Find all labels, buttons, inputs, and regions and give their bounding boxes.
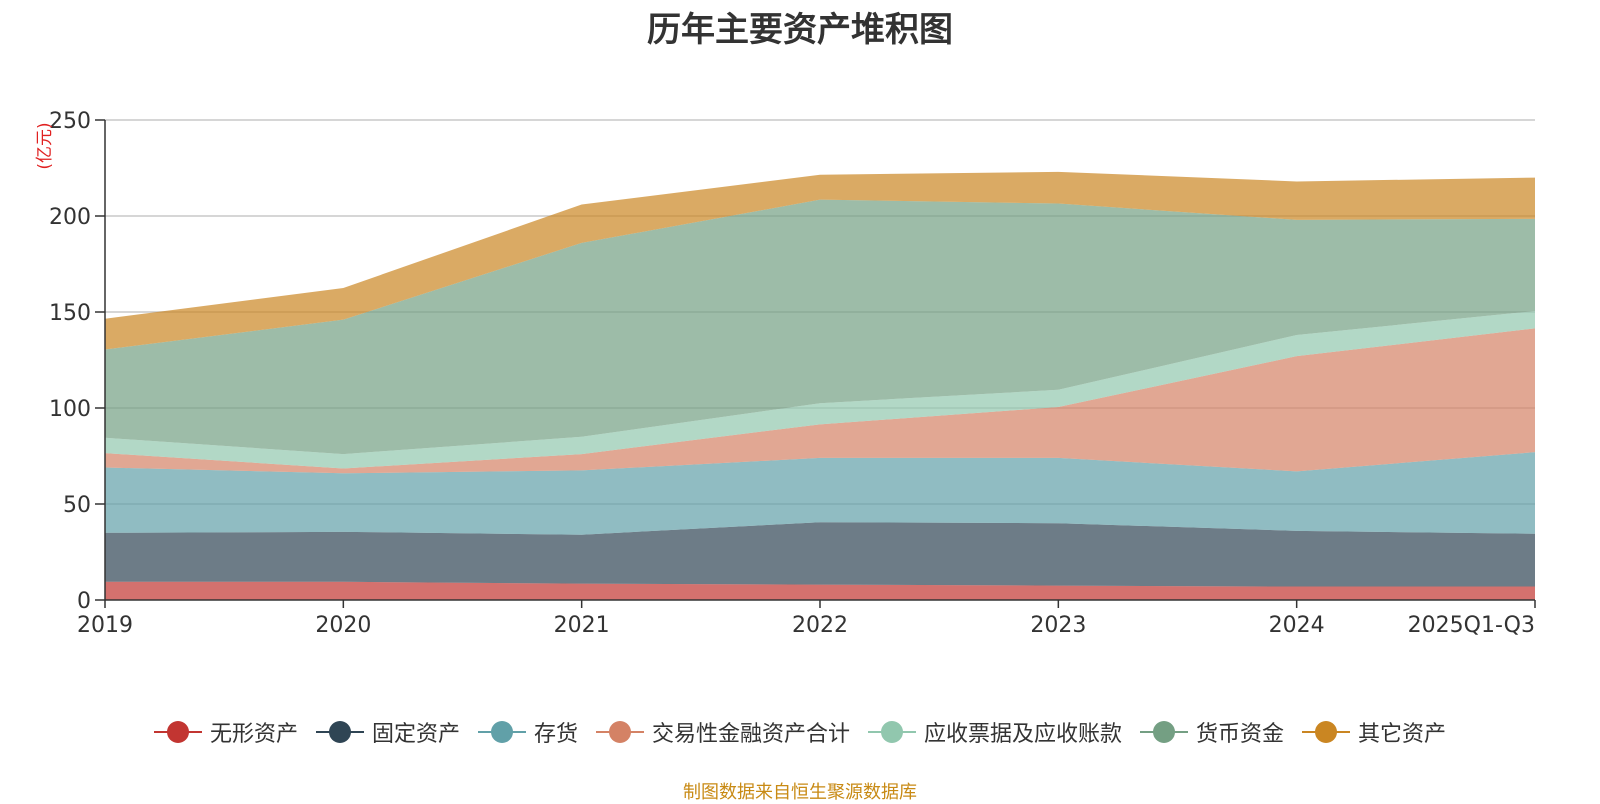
x-tick-label: 2019 <box>77 613 133 638</box>
x-tick-label: 2024 <box>1269 613 1325 638</box>
legend-label: 无形资产 <box>209 722 298 747</box>
legend-marker-icon <box>153 720 202 744</box>
legend-label: 交易性金融资产合计 <box>651 722 850 747</box>
x-tick-label: 2023 <box>1030 613 1086 638</box>
legend-item-3[interactable]: 交易性金融资产合计 <box>595 716 850 748</box>
x-tick-label: 2025Q1-Q3 <box>1408 613 1535 638</box>
legend-item-4[interactable]: 应收票据及应收账款 <box>868 716 1122 748</box>
legend-label: 其它资产 <box>1358 722 1447 747</box>
legend-label: 固定资产 <box>371 722 460 747</box>
legend-item-1[interactable]: 固定资产 <box>315 716 460 748</box>
legend-marker-icon <box>595 720 644 744</box>
y-tick-label: 150 <box>49 301 91 326</box>
legend-item-2[interactable]: 存货 <box>477 716 578 748</box>
legend-label: 货币资金 <box>1196 722 1285 747</box>
legend-marker-icon <box>1302 720 1351 744</box>
y-axis-unit-label: (亿元) <box>35 122 55 169</box>
source-note: 制图数据来自恒生聚源数据库 <box>683 782 917 803</box>
legend-item-5[interactable]: 货币资金 <box>1140 716 1284 748</box>
legend-marker-icon <box>868 720 916 744</box>
legend-marker-icon <box>477 720 526 744</box>
x-tick-label: 2020 <box>315 613 371 638</box>
y-tick-label: 100 <box>49 397 91 422</box>
area-series-5[interactable] <box>105 199 1535 455</box>
chart-title: 历年主要资产堆积图 <box>647 10 953 50</box>
legend-item-0[interactable]: 无形资产 <box>153 716 298 748</box>
area-series-3[interactable] <box>105 328 1535 474</box>
legend-label: 应收票据及应收账款 <box>924 722 1123 747</box>
area-series-1[interactable] <box>105 522 1535 587</box>
legend-marker-icon <box>315 720 364 744</box>
area-series-6[interactable] <box>105 171 1535 350</box>
area-series-4[interactable] <box>105 311 1535 469</box>
chart-legend: 无形资产 固定资产 存货 交易性金融资产合计 应收票据及应收账款 货币资金 其它资产 <box>0 716 1600 748</box>
x-tick-label: 2022 <box>792 613 848 638</box>
y-tick-label: 200 <box>49 205 91 230</box>
legend-label: 存货 <box>533 722 578 747</box>
area-series-0[interactable] <box>105 581 1535 600</box>
legend-marker-icon <box>1140 720 1189 744</box>
y-tick-label: 50 <box>63 493 91 518</box>
y-tick-label: 250 <box>49 109 91 134</box>
y-tick-label: 0 <box>77 589 91 614</box>
x-tick-label: 2021 <box>554 613 610 638</box>
area-series-2[interactable] <box>105 452 1535 535</box>
legend-item-6[interactable]: 其它资产 <box>1302 716 1446 748</box>
